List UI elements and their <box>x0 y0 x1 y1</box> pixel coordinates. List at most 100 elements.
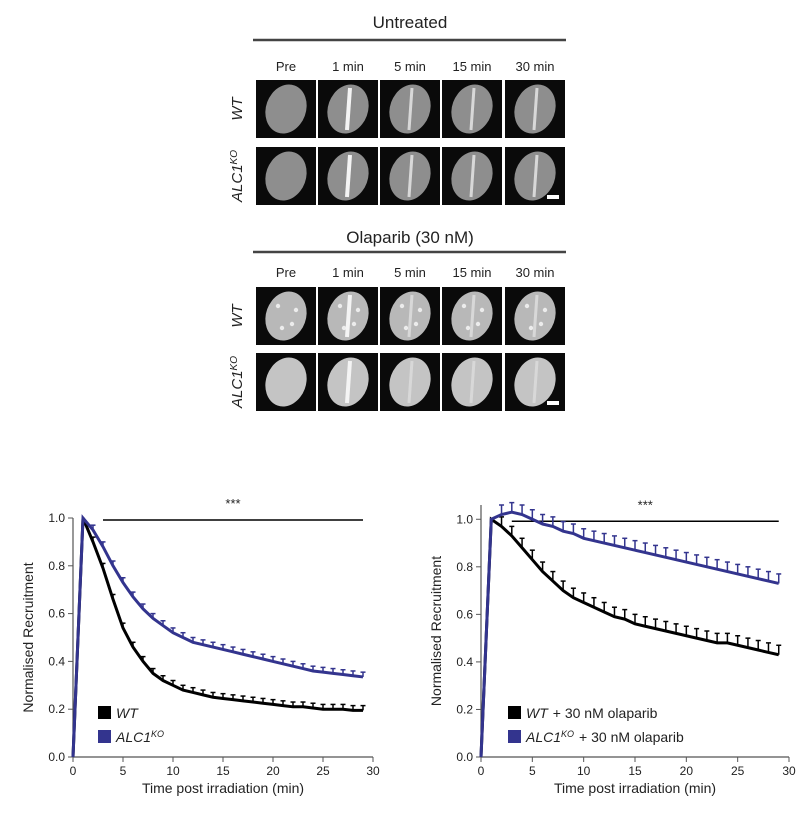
foci <box>528 325 534 331</box>
significance-label: *** <box>225 496 240 511</box>
foci <box>417 307 423 313</box>
legend-suffix: + 30 nM olaparib <box>579 729 684 745</box>
laser-stripe <box>469 87 476 131</box>
foci <box>399 303 405 309</box>
laser-stripe <box>345 87 352 131</box>
foci <box>524 303 530 309</box>
nucleus <box>265 151 307 201</box>
y-axis-label: Normalised Recruitment <box>20 562 36 712</box>
legend-label: ALC1KO + 30 nM olaparib <box>525 729 684 745</box>
legend-sup: KO <box>561 729 574 739</box>
y-tick-label: 0.8 <box>48 559 65 573</box>
legend-name: ALC1 <box>525 729 561 745</box>
laser-stripe <box>345 294 352 338</box>
legend-label: ALC1KO <box>115 729 164 745</box>
column-label: 30 min <box>515 59 554 74</box>
foci <box>351 321 357 327</box>
nucleus <box>265 357 307 407</box>
row-label: ALC1KO <box>229 150 247 203</box>
y-tick-label: 1.0 <box>48 511 65 525</box>
row-label: WT <box>229 96 246 121</box>
foci <box>279 325 285 331</box>
y-tick-label: 0.4 <box>48 654 65 668</box>
laser-stripe <box>345 360 352 404</box>
foci <box>461 303 467 309</box>
legend-name: ALC1 <box>115 729 151 745</box>
column-label: Pre <box>276 59 296 74</box>
y-tick-label: 0.8 <box>456 560 473 574</box>
foci <box>355 307 361 313</box>
column-label: 30 min <box>515 265 554 280</box>
laser-stripe <box>407 294 414 338</box>
laser-stripe <box>407 154 414 198</box>
legend-swatch <box>508 730 521 743</box>
foci <box>479 307 485 313</box>
laser-stripe <box>407 360 414 404</box>
legend-sup: KO <box>151 729 164 739</box>
legend-swatch <box>98 730 111 743</box>
foci <box>538 321 544 327</box>
legend-name: WT <box>526 705 549 721</box>
series-line <box>479 516 780 758</box>
y-tick-label: 0.4 <box>456 655 473 669</box>
x-tick-label: 0 <box>478 764 485 778</box>
y-axis-label: Normalised Recruitment <box>428 556 444 706</box>
nucleus <box>265 84 307 134</box>
x-tick-label: 20 <box>266 764 280 778</box>
row-label-text: WT <box>229 96 246 121</box>
foci <box>542 307 548 313</box>
column-label: 15 min <box>452 59 491 74</box>
foci <box>289 321 295 327</box>
x-tick-label: 30 <box>366 764 380 778</box>
legend-label: WT <box>116 705 139 721</box>
x-axis-label: Time post irradiation (min) <box>142 780 304 796</box>
x-tick-label: 10 <box>577 764 591 778</box>
row-label-text: ALC1 <box>229 370 246 409</box>
legend-label: WT + 30 nM olaparib <box>526 705 658 721</box>
row-label: WT <box>229 303 246 328</box>
foci <box>337 303 343 309</box>
x-axis-label: Time post irradiation (min) <box>554 780 716 796</box>
column-label: Pre <box>276 265 296 280</box>
x-tick-label: 20 <box>680 764 694 778</box>
y-tick-label: 0.2 <box>456 702 473 716</box>
foci <box>475 321 481 327</box>
scale-bar <box>547 401 559 405</box>
laser-stripe <box>532 154 539 198</box>
series-line <box>479 510 780 758</box>
nucleus <box>265 291 307 341</box>
panel-title: Untreated <box>373 13 448 32</box>
row-label-text: ALC1 <box>229 164 246 203</box>
y-tick-label: 1.0 <box>456 512 473 526</box>
column-label: 1 min <box>332 265 364 280</box>
legend-swatch <box>98 706 111 719</box>
y-tick-label: 0.6 <box>48 607 65 621</box>
y-tick-label: 0.6 <box>456 607 473 621</box>
x-tick-label: 30 <box>782 764 796 778</box>
row-label-sup: KO <box>229 150 240 165</box>
x-tick-label: 0 <box>70 764 77 778</box>
scale-bar <box>547 195 559 199</box>
foci <box>413 321 419 327</box>
column-label: 1 min <box>332 59 364 74</box>
panel-title: Olaparib (30 nM) <box>346 228 474 247</box>
foci <box>465 325 471 331</box>
significance-label: *** <box>638 497 653 512</box>
x-tick-label: 10 <box>166 764 180 778</box>
x-tick-label: 15 <box>216 764 230 778</box>
laser-stripe <box>532 87 539 131</box>
x-tick-label: 5 <box>120 764 127 778</box>
legend-suffix: + 30 nM olaparib <box>553 705 658 721</box>
foci <box>341 325 347 331</box>
legend-swatch <box>508 706 521 719</box>
series-line <box>71 514 364 758</box>
y-tick-label: 0.0 <box>456 750 473 764</box>
column-label: 5 min <box>394 59 426 74</box>
row-label-sup: KO <box>229 356 240 371</box>
y-tick-label: 0.0 <box>48 750 65 764</box>
foci <box>293 307 299 313</box>
laser-stripe <box>532 294 539 338</box>
x-tick-label: 25 <box>731 764 745 778</box>
legend-name: WT <box>116 705 139 721</box>
